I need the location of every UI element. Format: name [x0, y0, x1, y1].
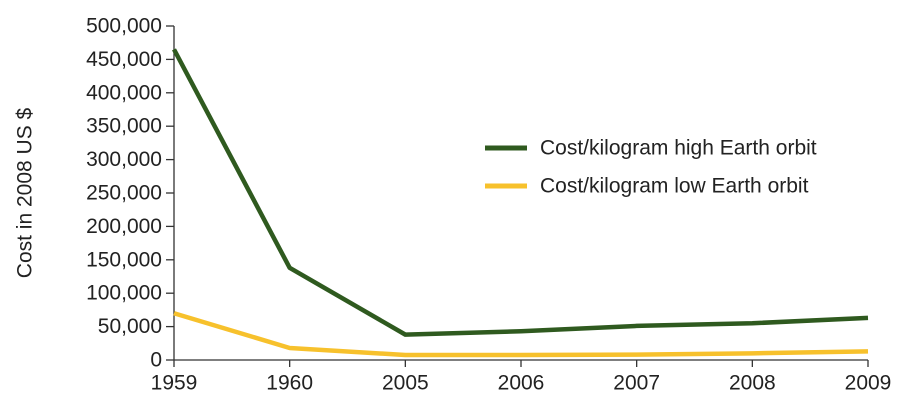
data-line: [172, 48, 869, 337]
y-tick-label: 50,000: [98, 315, 162, 338]
legend-label: Cost/kilogram low Earth orbit: [540, 175, 809, 198]
x-tick-label: 2008: [729, 372, 776, 395]
y-tick-label: 350,000: [86, 115, 162, 138]
legend-label: Cost/kilogram high Earth orbit: [540, 137, 817, 160]
y-tick-label: 150,000: [86, 248, 162, 271]
y-tick-label: 250,000: [86, 182, 162, 205]
x-tick-label: 1959: [151, 372, 198, 395]
y-tick-label: 500,000: [86, 15, 162, 38]
x-tick-label: 2007: [613, 372, 660, 395]
x-tick-label: 1960: [266, 372, 313, 395]
y-tick-label: 100,000: [86, 282, 162, 305]
y-axis-label: Cost in 2008 US $: [14, 107, 37, 278]
x-tick-label: 2006: [498, 372, 545, 395]
y-tick-label: 0: [150, 349, 162, 372]
y-tick-label: 450,000: [86, 48, 162, 71]
data-line: [173, 311, 869, 358]
x-tick-label: 2005: [382, 372, 429, 395]
x-tick-label: 2009: [845, 372, 892, 395]
y-tick-label: 400,000: [86, 81, 162, 104]
y-tick-label: 200,000: [86, 215, 162, 238]
y-tick-label: 300,000: [86, 148, 162, 171]
